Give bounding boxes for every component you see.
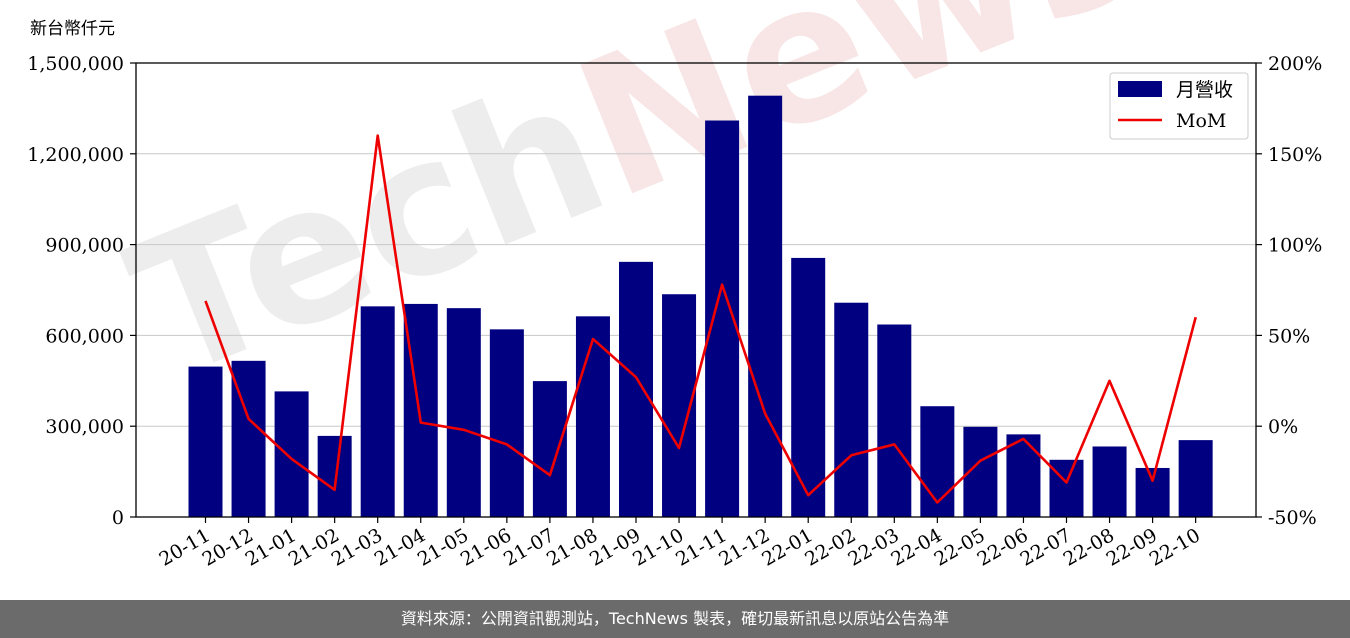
right-tick-label: 100%	[1268, 235, 1322, 257]
bar-22-03	[877, 324, 912, 517]
right-y-axis: -50% 0% 50% 100% 150% 200%	[1256, 53, 1322, 529]
bar-22-01	[791, 257, 826, 517]
bar-21-02	[317, 435, 352, 517]
x-axis: 20-1120-1221-0121-0221-0321-0421-0521-06…	[156, 517, 1204, 571]
bar-series	[188, 95, 1213, 518]
left-tick-label: 1,500,000	[27, 53, 124, 75]
plot-frame	[135, 62, 1257, 518]
left-tick-label: 900,000	[45, 235, 124, 257]
legend-swatch-revenue	[1118, 81, 1162, 97]
legend-label-revenue: 月營收	[1176, 79, 1233, 101]
legend-label-mom: MoM	[1176, 110, 1226, 132]
mom-line	[204, 134, 1197, 504]
right-tick-label: 50%	[1268, 325, 1310, 347]
bar-21-03	[360, 306, 395, 517]
right-tick-label: 0%	[1268, 416, 1298, 438]
bar-22-06	[1006, 434, 1041, 517]
bar-22-04	[920, 406, 955, 517]
left-y-axis: 0 300,000 600,000 900,000 1,200,000 1,500,000	[27, 53, 136, 529]
bar-21-06	[489, 329, 524, 517]
bar-21-09	[619, 261, 653, 517]
bar-20-11	[188, 366, 223, 517]
bar-22-02	[834, 302, 869, 517]
bar-22-10	[1178, 440, 1213, 517]
revenue-chart: TechNews 0300,000600,000900,0001,200,000…	[27, 0, 1322, 571]
x-tick-label: 22-10	[1146, 524, 1204, 570]
left-tick-label: 0	[112, 507, 124, 529]
bar-21-01	[274, 391, 309, 517]
left-tick-label: 300,000	[45, 416, 124, 438]
bar-21-05	[446, 308, 481, 517]
right-tick-label: 200%	[1268, 53, 1322, 75]
bar-21-08	[575, 316, 610, 517]
bar-22-08	[1092, 446, 1127, 517]
left-tick-label: 600,000	[45, 325, 124, 347]
legend: 月營收 MoM	[1109, 72, 1249, 140]
mom-line-series	[204, 134, 1197, 504]
bar-22-07	[1049, 459, 1084, 517]
bar-21-12	[748, 95, 783, 518]
watermark-tspan-news: News	[550, 0, 1167, 241]
y-axis-unit-label: 新台幣仟元	[30, 19, 115, 39]
bar-22-09	[1135, 467, 1170, 517]
right-tick-label: 150%	[1268, 144, 1322, 166]
left-tick-label: 1,200,000	[27, 144, 124, 166]
bar-21-07	[532, 381, 567, 517]
source-footer: 資料來源：公開資訊觀測站，TechNews 製表，確切最新訊息以原站公告為準	[0, 600, 1350, 638]
right-tick-label: -50%	[1268, 507, 1317, 529]
